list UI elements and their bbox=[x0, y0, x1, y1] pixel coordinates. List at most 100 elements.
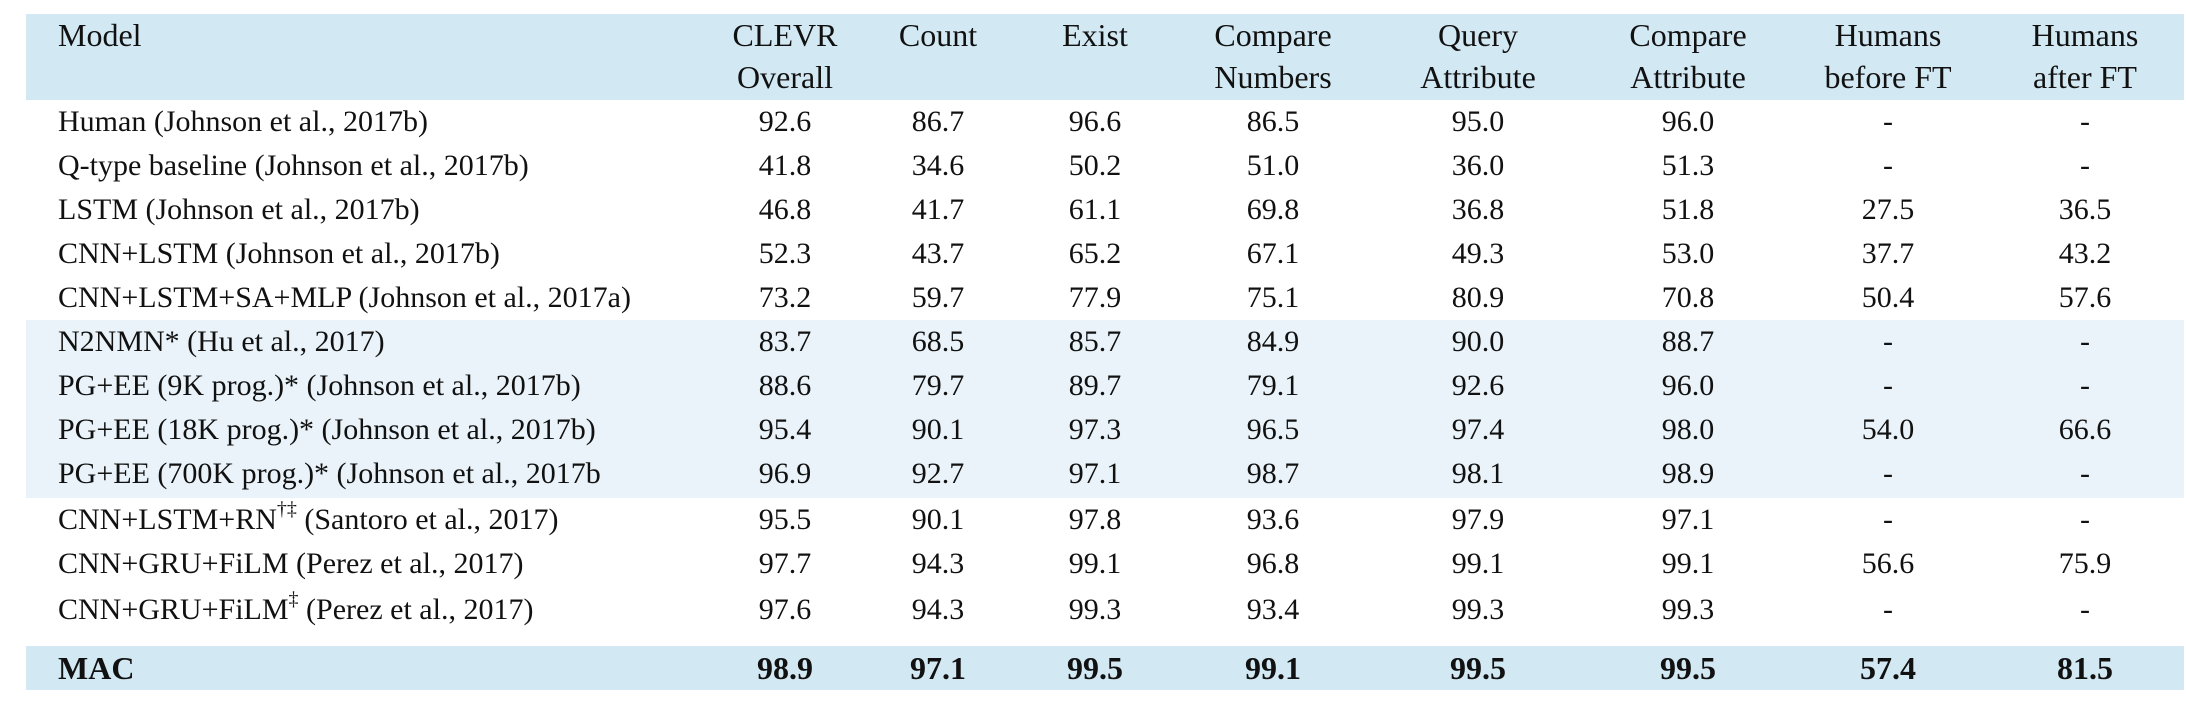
humans-after-ft-cell: - bbox=[2080, 593, 2090, 626]
query-attribute-cell: 80.9 bbox=[1451, 281, 1505, 314]
header-model: Model bbox=[58, 17, 142, 53]
header-query-attribute: Query Attribute bbox=[1420, 17, 1536, 95]
count-cell: 86.7 bbox=[911, 105, 965, 138]
exist-cell: 50.2 bbox=[1068, 149, 1122, 182]
table-row: Human (Johnson et al., 2017b) 92.6 86.7 96.… bbox=[26, 100, 2184, 144]
model-footnote-marks: †‡ bbox=[276, 498, 297, 520]
compare-attribute-cell: 97.1 bbox=[1661, 503, 1715, 536]
model-name-text: CNN+LSTM+RN bbox=[58, 503, 277, 536]
model-name-text: CNN+GRU+FiLM (Perez et al., 2017) bbox=[58, 547, 524, 580]
compare-numbers-cell: 93.6 bbox=[1246, 503, 1300, 536]
clevr-overall-cell: 95.4 bbox=[758, 413, 812, 446]
model-name: Human (Johnson et al., 2017b) bbox=[58, 100, 728, 144]
compare-attribute-cell: 88.7 bbox=[1661, 325, 1715, 358]
mac-compare-attribute: 99.5 bbox=[1660, 650, 1716, 686]
compare-numbers-cell: 98.7 bbox=[1246, 457, 1300, 490]
mac-band bbox=[26, 646, 2184, 690]
humans-after-ft-cell: - bbox=[2080, 149, 2090, 182]
model-name-text: PG+EE (18K prog.)* (Johnson et al., 2017… bbox=[58, 413, 596, 446]
humans-before-ft-cell: - bbox=[1883, 503, 1893, 536]
mac-exist: 99.5 bbox=[1067, 650, 1123, 686]
mac-compare-numbers: 99.1 bbox=[1245, 650, 1301, 686]
query-attribute-cell: 97.9 bbox=[1451, 503, 1505, 536]
exist-cell: 85.7 bbox=[1068, 325, 1122, 358]
humans-before-ft-cell: - bbox=[1883, 369, 1893, 402]
query-attribute-cell: 98.1 bbox=[1451, 457, 1505, 490]
table-row: PG+EE (700K prog.)* (Johnson et al., 201… bbox=[26, 452, 2184, 496]
count-cell: 90.1 bbox=[911, 413, 965, 446]
model-name-text: PG+EE (9K prog.)* (Johnson et al., 2017b… bbox=[58, 369, 581, 402]
humans-after-ft-cell: 75.9 bbox=[2058, 547, 2112, 580]
exist-cell: 96.6 bbox=[1068, 105, 1122, 138]
count-cell: 34.6 bbox=[911, 149, 965, 182]
humans-before-ft-cell: 56.6 bbox=[1861, 547, 1915, 580]
compare-attribute-cell: 98.0 bbox=[1661, 413, 1715, 446]
mac-row: MAC 98.9 97.1 99.5 99.1 99.5 99.5 57.4 8… bbox=[26, 646, 2184, 690]
model-name: CNN+GRU+FiLM (Perez et al., 2017) bbox=[58, 542, 728, 586]
count-cell: 68.5 bbox=[911, 325, 965, 358]
model-name: CNN+GRU+FiLM‡ (Perez et al., 2017) bbox=[58, 588, 728, 632]
clevr-overall-cell: 73.2 bbox=[758, 281, 812, 314]
compare-numbers-cell: 96.8 bbox=[1246, 547, 1300, 580]
compare-numbers-cell: 69.8 bbox=[1246, 193, 1300, 226]
count-cell: 94.3 bbox=[911, 593, 965, 626]
header-clevr-overall: CLEVR Overall bbox=[732, 17, 838, 95]
model-footnote-marks: ‡ bbox=[288, 588, 299, 610]
clevr-overall-cell: 95.5 bbox=[758, 503, 812, 536]
humans-before-ft-cell: - bbox=[1883, 325, 1893, 358]
clevr-overall-cell: 83.7 bbox=[758, 325, 812, 358]
query-attribute-cell: 99.3 bbox=[1451, 593, 1505, 626]
model-name: Q-type baseline (Johnson et al., 2017b) bbox=[58, 144, 728, 188]
humans-before-ft-cell: 50.4 bbox=[1861, 281, 1915, 314]
mac-humans-before-ft: 57.4 bbox=[1860, 650, 1916, 686]
model-name: CNN+LSTM (Johnson et al., 2017b) bbox=[58, 232, 728, 276]
mac-count: 97.1 bbox=[910, 650, 966, 686]
query-attribute-cell: 95.0 bbox=[1451, 105, 1505, 138]
humans-after-ft-cell: - bbox=[2080, 369, 2090, 402]
humans-after-ft-cell: - bbox=[2080, 503, 2090, 536]
model-name-text: LSTM (Johnson et al., 2017b) bbox=[58, 193, 420, 226]
clevr-overall-cell: 41.8 bbox=[758, 149, 812, 182]
query-attribute-cell: 36.0 bbox=[1451, 149, 1505, 182]
count-cell: 43.7 bbox=[911, 237, 965, 270]
query-attribute-cell: 92.6 bbox=[1451, 369, 1505, 402]
compare-numbers-cell: 79.1 bbox=[1246, 369, 1300, 402]
clevr-overall-cell: 92.6 bbox=[758, 105, 812, 138]
humans-before-ft-cell: 27.5 bbox=[1861, 193, 1915, 226]
model-name-text: CNN+GRU+FiLM bbox=[58, 593, 289, 626]
compare-numbers-cell: 93.4 bbox=[1246, 593, 1300, 626]
exist-cell: 97.1 bbox=[1068, 457, 1122, 490]
program-models-band bbox=[26, 320, 2184, 498]
humans-after-ft-cell: - bbox=[2080, 325, 2090, 358]
mac-humans-after-ft: 81.5 bbox=[2057, 650, 2113, 686]
humans-before-ft-cell: 37.7 bbox=[1861, 237, 1915, 270]
header-exist: Exist bbox=[1062, 17, 1128, 53]
model-name: PG+EE (9K prog.)* (Johnson et al., 2017b… bbox=[58, 364, 728, 408]
table-row: PG+EE (18K prog.)* (Johnson et al., 2017… bbox=[26, 408, 2184, 452]
table-row: CNN+LSTM+RN†‡ (Santoro et al., 2017) 95.5… bbox=[26, 498, 2184, 542]
table-row: PG+EE (9K prog.)* (Johnson et al., 2017b… bbox=[26, 364, 2184, 408]
humans-after-ft-cell: - bbox=[2080, 457, 2090, 490]
compare-attribute-cell: 96.0 bbox=[1661, 105, 1715, 138]
model-name: CNN+LSTM+RN†‡ (Santoro et al., 2017) bbox=[58, 498, 728, 542]
humans-before-ft-cell: 54.0 bbox=[1861, 413, 1915, 446]
compare-attribute-cell: 99.3 bbox=[1661, 593, 1715, 626]
header-row: Model CLEVR Overall Count Exist Compare Nu… bbox=[26, 14, 2184, 100]
table-row: CNN+GRU+FiLM (Perez et al., 2017) 97.7 94.… bbox=[26, 542, 2184, 586]
compare-numbers-cell: 86.5 bbox=[1246, 105, 1300, 138]
table-row: LSTM (Johnson et al., 2017b) 46.8 41.7 61.1… bbox=[26, 188, 2184, 232]
count-cell: 79.7 bbox=[911, 369, 965, 402]
header-compare-attribute: Compare Attribute bbox=[1629, 17, 1747, 95]
compare-attribute-cell: 98.9 bbox=[1661, 457, 1715, 490]
count-cell: 94.3 bbox=[911, 547, 965, 580]
compare-attribute-cell: 70.8 bbox=[1661, 281, 1715, 314]
model-name-text: CNN+LSTM (Johnson et al., 2017b) bbox=[58, 237, 500, 270]
model-citation: (Santoro et al., 2017) bbox=[296, 503, 559, 536]
model-name: PG+EE (700K prog.)* (Johnson et al., 201… bbox=[58, 452, 728, 496]
mac-query-attribute: 99.5 bbox=[1450, 650, 1506, 686]
compare-attribute-cell: 96.0 bbox=[1661, 369, 1715, 402]
header-count: Count bbox=[898, 17, 978, 53]
compare-attribute-cell: 53.0 bbox=[1661, 237, 1715, 270]
clevr-overall-cell: 88.6 bbox=[758, 369, 812, 402]
table-row: CNN+LSTM+SA+MLP (Johnson et al., 2017a) 7… bbox=[26, 276, 2184, 320]
